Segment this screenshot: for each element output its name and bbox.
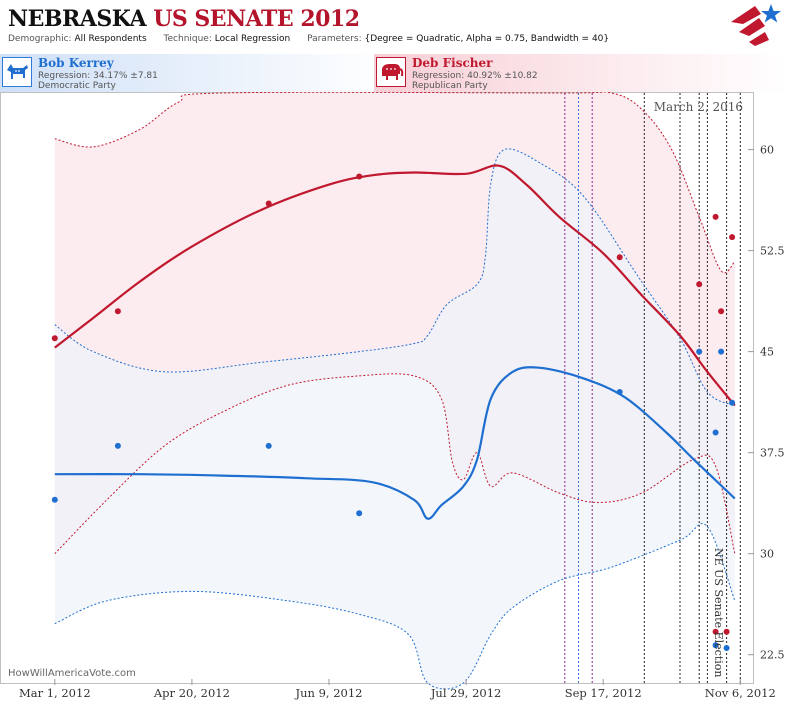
x-tick-label: Nov 6, 2012 (705, 686, 776, 700)
candidate-bob-kerrey: Bob Kerrey Regression: 34.17% ±7.81 Demo… (0, 54, 390, 92)
candidate-deb-fischer: Deb Fischer Regression: 40.92% ±10.82 Re… (374, 54, 789, 92)
deb-fischer-poll-point[interactable] (696, 281, 703, 288)
page-title: NEBRASKA US SENATE 2012 (8, 6, 360, 32)
x-tick-label: Jun 9, 2012 (295, 686, 363, 700)
candidate-party: Democratic Party (38, 81, 116, 91)
candidate-regression: Regression: 34.17% ±7.81 (38, 71, 158, 81)
y-tick-label: 37.5 (760, 447, 785, 460)
bob-kerrey-upper-bound (54, 148, 736, 406)
site-watermark: HowWillAmericaVote.com (8, 668, 136, 679)
deb-fischer-poll-point[interactable] (712, 628, 719, 635)
site-logo (731, 4, 781, 46)
technique-value: Local Regression (214, 34, 291, 44)
y-tick-label: 52.5 (760, 245, 785, 258)
y-tick-label: 60 (760, 144, 774, 157)
deb-fischer-poll-point[interactable] (729, 234, 736, 241)
bob-kerrey-poll-point[interactable] (265, 442, 272, 449)
deb-fischer-lower-bound (54, 373, 736, 555)
bob-kerrey-poll-point[interactable] (696, 348, 703, 355)
elephant-icon (376, 57, 406, 87)
deb-fischer-poll-point[interactable] (51, 335, 58, 342)
donkey-icon (2, 57, 32, 87)
bob-kerrey-poll-point[interactable] (712, 642, 719, 649)
title-state: NEBRASKA (8, 6, 147, 32)
bob-kerrey-poll-point[interactable] (723, 645, 730, 651)
candidate-party: Republican Party (412, 81, 488, 91)
x-tick-label: Mar 1, 2012 (19, 686, 91, 700)
deb-fischer-poll-point[interactable] (114, 308, 121, 315)
demographic-label: Demographic: (8, 34, 72, 44)
bob-kerrey-poll-point[interactable] (356, 510, 363, 517)
parameters-value: {Degree = Quadratic, Alpha = 0.75, Bandw… (364, 34, 610, 44)
title-race: US SENATE 2012 (153, 6, 360, 32)
bob-kerrey-poll-point[interactable] (114, 442, 121, 449)
bob-kerrey-trend-line (54, 366, 736, 520)
y-tick-label: 45 (760, 346, 774, 359)
x-tick-label: Jul 29, 2012 (430, 686, 502, 700)
y-tick-label: 22.5 (760, 649, 785, 662)
demographic-value: All Respondents (74, 34, 147, 44)
deb-fischer-poll-point[interactable] (712, 213, 719, 220)
date-annotation: March 2, 2016 (654, 100, 743, 114)
bob-kerrey-poll-point[interactable] (712, 429, 719, 436)
bob-kerrey-poll-point[interactable] (729, 399, 736, 406)
y-tick-label: 30 (760, 548, 774, 561)
x-tick-label: Apr 20, 2012 (153, 686, 230, 700)
election-label: NE US Senate Election (712, 548, 725, 677)
deb-fischer-poll-point[interactable] (723, 628, 730, 635)
x-tick-label: Sep 17, 2012 (565, 686, 642, 700)
poll-chart: 22.5 30 37.5 45 52.5 60 Mar 1, 2012 Apr 20, 20… (0, 92, 785, 700)
bob-kerrey-poll-point[interactable] (616, 389, 623, 395)
bob-kerrey-poll-point[interactable] (51, 496, 58, 503)
deb-fischer-trend-line (54, 164, 736, 407)
deb-fischer-poll-point[interactable] (265, 200, 272, 207)
bob-kerrey-lower-bound (54, 523, 736, 690)
bob-kerrey-poll-point[interactable] (718, 348, 725, 355)
candidate-name: Deb Fischer (412, 56, 493, 70)
deb-fischer-poll-point[interactable] (356, 173, 363, 180)
parameters-label: Parameters: (307, 34, 362, 44)
candidate-regression: Regression: 40.92% ±10.82 (412, 71, 538, 81)
deb-fischer-poll-point[interactable] (718, 308, 725, 315)
meta-line: Demographic: All Respondents Technique: … (8, 34, 623, 44)
technique-label: Technique: (163, 34, 212, 44)
candidate-name: Bob Kerrey (38, 56, 114, 70)
deb-fischer-poll-point[interactable] (616, 254, 623, 261)
